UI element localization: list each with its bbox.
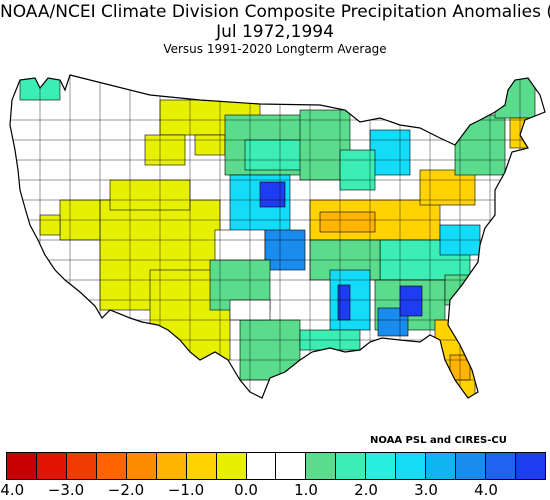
legend-swatch — [456, 453, 486, 479]
division-california-yellow — [39, 214, 61, 236]
legend-swatch — [216, 453, 247, 479]
legend-tick-label: 1.0 — [294, 481, 318, 499]
division-maine — [494, 77, 536, 119]
division-south-dakota — [244, 139, 306, 171]
legend-tick-label: 0.0 — [234, 481, 258, 499]
legend-swatch — [426, 453, 457, 479]
map-title: NOAA/NCEI Climate Division Composite Pre… — [0, 2, 550, 22]
legend-swatch — [396, 453, 427, 479]
legend-tick-label: −3.0 — [47, 481, 85, 499]
legend-swatch — [126, 453, 157, 479]
color-legend — [6, 452, 546, 480]
credit-label: NOAA PSL and CIRES-CU — [370, 435, 507, 446]
us-outline — [9, 74, 546, 399]
map-period: Jul 1972,1994 — [216, 22, 334, 42]
legend-swatch — [7, 453, 37, 479]
division-illinois-orange — [319, 211, 376, 233]
division-nebraska-west — [194, 134, 226, 156]
division-colorado — [109, 179, 191, 211]
legend-tick-label: −2.0 — [107, 481, 145, 499]
map-subtitle: Versus 1991-2020 Longterm Average — [163, 42, 387, 56]
division-wisconsin — [339, 149, 376, 191]
division-wyoming — [144, 134, 186, 166]
division-new-york — [454, 114, 506, 176]
legend-swatch — [366, 453, 397, 479]
legend-tick-label: 3.0 — [414, 481, 438, 499]
legend-swatch — [336, 453, 367, 479]
legend-swatch — [306, 453, 337, 479]
legend-tick-label: 2.0 — [354, 481, 378, 499]
division-missouri-blue — [264, 229, 306, 271]
division-texas-east — [239, 319, 301, 381]
legend-tick-label: −1.0 — [167, 481, 205, 499]
division-michigan — [369, 129, 411, 176]
division-pennsylvania — [419, 169, 476, 206]
legend-swatch — [276, 453, 307, 479]
legend-swatch — [515, 453, 545, 479]
legend-swatch — [96, 453, 127, 479]
us-climate-division-map — [9, 74, 546, 399]
division-nebraska-blue — [259, 181, 286, 208]
legend-tick-label: −4.0 — [0, 481, 25, 499]
legend-swatch — [66, 453, 97, 479]
legend-tick-label: 4.0 — [474, 481, 498, 499]
division-south-carolina — [444, 274, 486, 306]
legend-swatch — [486, 453, 516, 479]
climate-divisions — [10, 75, 545, 398]
legend-swatch — [36, 453, 67, 479]
legend-swatch — [186, 453, 217, 479]
legend-swatch — [246, 453, 277, 479]
division-georgia-dark — [399, 285, 423, 317]
legend-swatch — [156, 453, 187, 479]
